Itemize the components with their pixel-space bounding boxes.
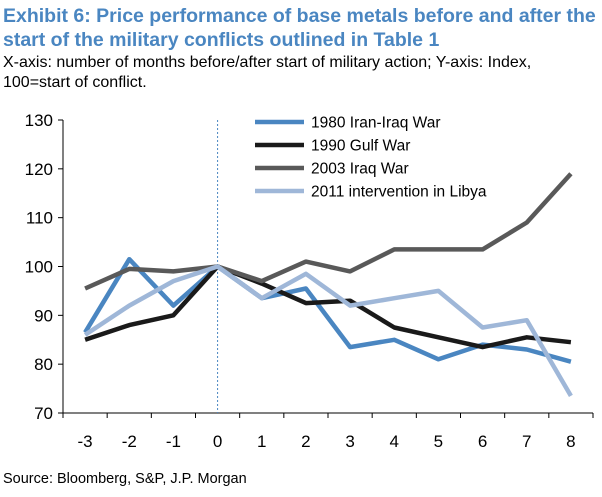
x-tick-label: 4 bbox=[390, 432, 399, 451]
legend-label-1980-iran-iraq-war: 1980 Iran-Iraq War bbox=[311, 115, 441, 132]
chart-axes: 70 80 90 100 110 120 130 -3 -2 -1 0 1 2 3 4 5 6 7 8 bbox=[25, 111, 594, 451]
source-note: Source: Bloomberg, S&P, J.P. Morgan bbox=[3, 471, 247, 487]
legend-label-1990-gulf-war: 1990 Gulf War bbox=[311, 138, 410, 155]
series-line-2011-intervention-in-libya bbox=[83, 264, 573, 398]
plot-lines bbox=[83, 172, 573, 398]
x-tick-label: 2 bbox=[301, 432, 310, 451]
chart-subtitle: X-axis: number of months before/after st… bbox=[3, 54, 532, 91]
chart-legend: 1980 Iran-Iraq War 1990 Gulf War 2003 Iraq… bbox=[255, 115, 487, 201]
x-tick-label: 3 bbox=[345, 432, 354, 451]
legend-label-2011-intervention-in-libya: 2011 intervention in Libya bbox=[311, 184, 487, 201]
chart-title: Exhibit 6: Price performance of base met… bbox=[3, 5, 596, 51]
x-tick-label: 8 bbox=[566, 432, 575, 451]
series-line-1990-gulf-war bbox=[84, 264, 572, 350]
y-tick-label: 80 bbox=[34, 355, 53, 374]
x-tick-label: 0 bbox=[213, 432, 222, 451]
x-tick-label: -3 bbox=[78, 432, 93, 451]
x-tick-label: 5 bbox=[434, 432, 443, 451]
x-tick-label: 1 bbox=[257, 432, 266, 451]
series-line-1980-iran-iraq-war bbox=[83, 256, 572, 364]
x-tick-label: -1 bbox=[166, 432, 181, 451]
y-tick-label: 100 bbox=[25, 258, 53, 277]
y-tick-label: 70 bbox=[34, 404, 53, 423]
x-tick-label: -2 bbox=[122, 432, 137, 451]
y-tick-label: 120 bbox=[25, 160, 53, 179]
y-tick-label: 90 bbox=[34, 306, 53, 325]
series-line-2003-iraq-war bbox=[84, 172, 573, 291]
x-tick-label: 6 bbox=[478, 432, 487, 451]
y-tick-label: 110 bbox=[26, 209, 53, 228]
y-tick-label: 130 bbox=[25, 111, 53, 130]
legend-label-2003-iraq-war: 2003 Iraq War bbox=[311, 161, 409, 178]
x-tick-label: 7 bbox=[522, 432, 531, 451]
